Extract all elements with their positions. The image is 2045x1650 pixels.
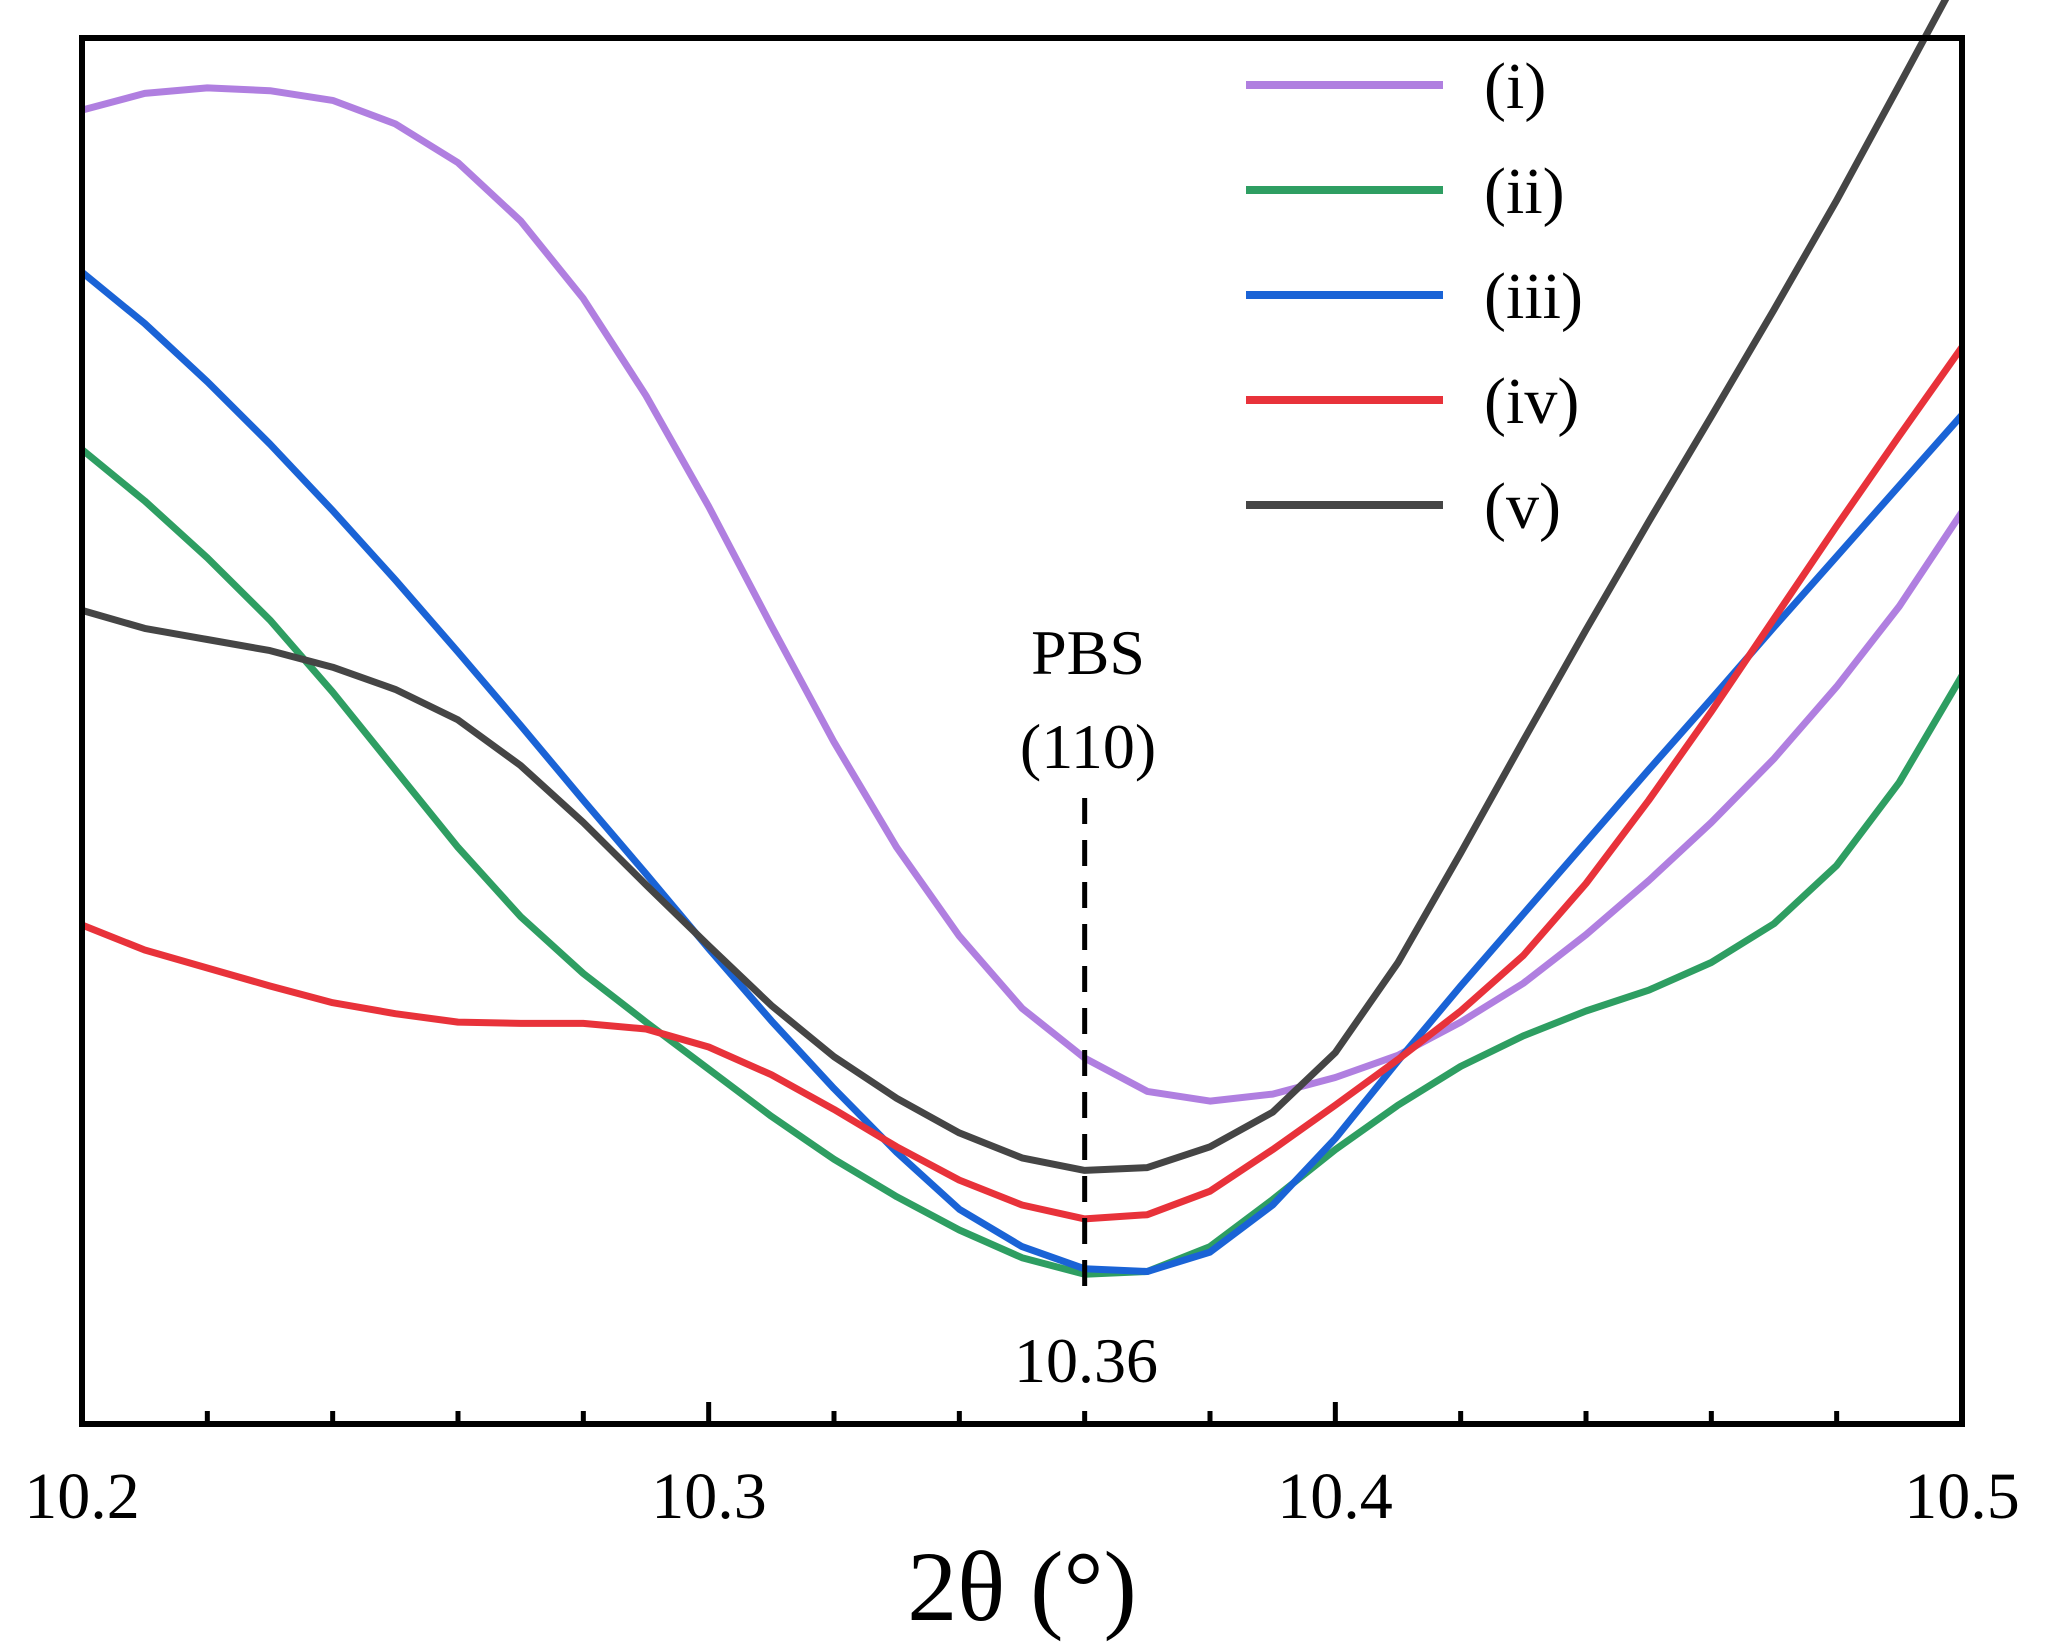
series-layer [79, 0, 1966, 1278]
legend-label-iv: (iv) [1484, 365, 1579, 438]
peak-label-line2: (110) [1020, 711, 1156, 782]
plot-frame [79, 35, 1965, 1427]
series-line-4 [80, 345, 1965, 1223]
legend-label-i: (i) [1484, 50, 1546, 123]
x-tick-label: 10.5 [1904, 1460, 2020, 1533]
series-line-1 [81, 84, 1965, 1105]
x-tick-label: 10.4 [1277, 1460, 1393, 1533]
x-tick-label: 10.3 [651, 1460, 767, 1533]
legend-label-iii: (iii) [1484, 260, 1583, 333]
x-tick-label: 10.2 [24, 1460, 140, 1533]
legend: (i) (ii) (iii) (iv) (v) [1246, 50, 1583, 543]
x-axis-title: 2θ (°) [907, 1531, 1137, 1642]
series-line-3 [79, 269, 1965, 1275]
legend-label-ii: (ii) [1484, 155, 1565, 228]
series-line-2 [79, 446, 1966, 1278]
x-tick-layer [79, 1402, 1965, 1424]
peak-value-label: 10.36 [1014, 1325, 1158, 1396]
peak-label-line1: PBS [1031, 617, 1145, 688]
legend-label-v: (v) [1484, 470, 1561, 543]
series-line-5 [81, 0, 1950, 1174]
